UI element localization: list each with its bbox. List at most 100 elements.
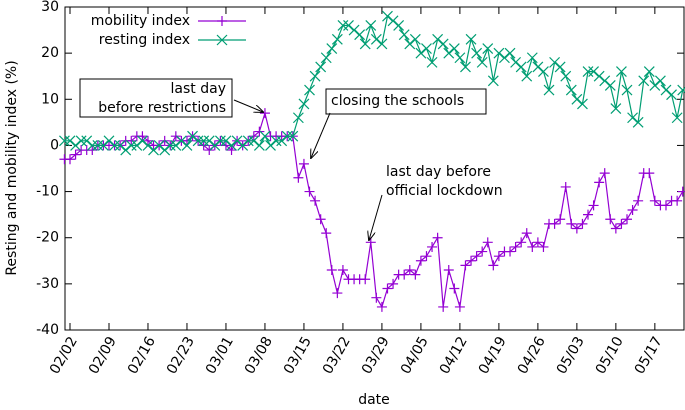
point-marker [610, 103, 622, 114]
point-marker [566, 218, 577, 229]
y-axis-label: Resting and mobility index (%) [4, 60, 20, 275]
y-tick-label: 30 [41, 0, 59, 15]
series [59, 108, 685, 312]
point-marker [109, 140, 120, 151]
annotation-text: last day [171, 81, 226, 97]
point-marker [493, 47, 505, 59]
annotation-text: closing the schools [331, 93, 464, 109]
point-marker [644, 168, 655, 179]
point-marker [92, 140, 104, 151]
point-marker [421, 251, 432, 262]
point-marker [198, 140, 209, 151]
point-marker [521, 70, 533, 82]
point-marker [538, 66, 549, 78]
point-marker [131, 140, 143, 151]
x-tick-label: 03/15 [281, 334, 315, 377]
x-tick-label: 05/17 [632, 334, 666, 377]
point-marker [515, 61, 527, 73]
point-marker [588, 66, 600, 78]
point-marker [549, 218, 560, 229]
x-tick-label: 03/01 [203, 334, 237, 377]
point-marker [153, 140, 165, 151]
point-marker [170, 131, 181, 142]
point-marker [505, 246, 516, 257]
point-marker [460, 61, 471, 73]
point-marker [142, 140, 154, 151]
point-marker [242, 135, 254, 147]
point-marker [226, 140, 237, 151]
x-tick-label: 05/10 [593, 334, 627, 377]
annotation-text: before restrictions [98, 100, 226, 116]
point-marker [370, 33, 382, 45]
point-marker [565, 84, 577, 96]
point-marker [671, 112, 683, 124]
series-line [64, 110, 684, 309]
point-marker [443, 265, 454, 276]
point-marker [627, 205, 638, 216]
annotation-text: official lockdown [386, 183, 503, 199]
point-marker [621, 84, 633, 96]
point-marker [217, 16, 227, 26]
x-tick-label: 03/22 [320, 334, 354, 377]
point-marker [376, 301, 387, 312]
point-marker [304, 84, 315, 96]
point-marker [398, 29, 410, 41]
series [59, 10, 685, 156]
point-marker [588, 200, 599, 211]
point-marker [432, 232, 443, 243]
point-marker [259, 108, 270, 119]
point-marker [175, 135, 187, 147]
point-marker [337, 20, 349, 31]
y-tick-label: -20 [36, 230, 59, 246]
point-marker [281, 130, 293, 142]
point-marker [594, 177, 605, 188]
point-marker [516, 237, 527, 248]
point-marker [582, 66, 594, 78]
point-marker [59, 135, 70, 147]
point-marker [315, 61, 327, 73]
point-marker [677, 186, 685, 197]
point-marker [159, 135, 170, 146]
point-marker [254, 126, 265, 137]
y-tick-label: 0 [50, 137, 59, 153]
point-marker [192, 135, 204, 147]
point-marker [660, 200, 671, 211]
point-marker [666, 89, 677, 101]
point-marker [493, 251, 504, 262]
point-marker [627, 112, 638, 124]
annotation-box [325, 88, 487, 115]
point-marker [488, 260, 499, 271]
point-marker [64, 135, 76, 147]
point-marker [443, 47, 455, 59]
point-marker [343, 20, 354, 31]
point-marker [114, 140, 126, 151]
point-marker [527, 241, 538, 252]
point-marker [482, 237, 493, 248]
point-marker [326, 265, 337, 276]
point-marker [404, 38, 416, 50]
point-marker [348, 24, 360, 36]
point-marker [365, 237, 376, 248]
point-marker [359, 38, 371, 50]
x-axis-label: date [358, 392, 390, 408]
point-marker [103, 135, 115, 147]
point-marker [365, 20, 377, 31]
point-marker [170, 140, 182, 151]
x-tick-label: 03/08 [242, 334, 276, 377]
point-marker [125, 140, 137, 151]
point-marker [432, 33, 444, 45]
y-tick-label: -30 [36, 276, 59, 292]
point-marker [477, 246, 488, 257]
point-marker [164, 140, 176, 151]
point-marker [310, 195, 321, 206]
point-marker [81, 135, 93, 147]
x-tick-label: 04/19 [476, 334, 510, 377]
point-marker [599, 168, 610, 179]
point-marker [137, 131, 148, 142]
point-marker [554, 61, 566, 73]
point-marker [97, 140, 109, 151]
point-marker [70, 140, 81, 151]
point-marker [321, 228, 332, 239]
point-marker [460, 260, 471, 271]
y-tick-label: 20 [41, 45, 59, 61]
